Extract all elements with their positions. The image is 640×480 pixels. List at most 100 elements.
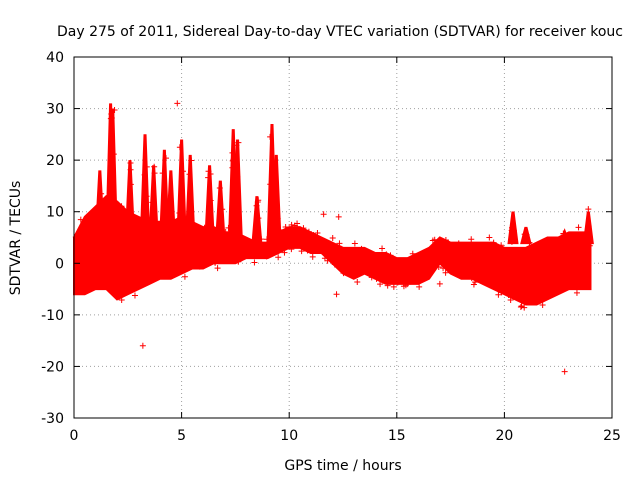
y-tick-label: 40 bbox=[46, 50, 64, 66]
band-point bbox=[472, 260, 479, 267]
spike-point bbox=[509, 224, 516, 231]
spike-point bbox=[95, 215, 102, 222]
band-point bbox=[196, 247, 203, 254]
spike-point bbox=[234, 173, 241, 180]
spike bbox=[107, 108, 119, 245]
outlier-point bbox=[436, 280, 443, 287]
band-point bbox=[195, 259, 202, 266]
band-point bbox=[340, 270, 347, 277]
y-tick-label: -10 bbox=[41, 308, 64, 324]
band-point bbox=[553, 281, 560, 288]
band-point bbox=[368, 274, 375, 281]
spike-point bbox=[178, 218, 185, 225]
band-point bbox=[404, 281, 411, 288]
band-point bbox=[543, 279, 550, 286]
spike-point bbox=[151, 163, 158, 170]
band-point bbox=[112, 266, 119, 273]
band-point bbox=[574, 271, 581, 278]
band-point bbox=[546, 242, 553, 249]
band-point bbox=[172, 249, 179, 256]
band-point bbox=[269, 247, 276, 254]
band-point bbox=[387, 277, 394, 284]
spike-point bbox=[229, 164, 236, 171]
spike-point bbox=[159, 170, 166, 177]
band-point bbox=[449, 253, 456, 260]
spike-point bbox=[143, 193, 150, 200]
y-tick-label: 0 bbox=[55, 256, 64, 272]
band-point bbox=[247, 247, 254, 254]
band-point bbox=[78, 228, 85, 235]
band-point bbox=[470, 242, 477, 249]
band-point bbox=[288, 246, 295, 253]
spike bbox=[176, 139, 188, 245]
band-point bbox=[82, 254, 89, 261]
band-point bbox=[251, 259, 258, 266]
band-point bbox=[568, 267, 575, 274]
band-point bbox=[506, 254, 513, 261]
x-tick-label: 25 bbox=[603, 428, 621, 444]
band-point bbox=[517, 303, 524, 310]
band-point bbox=[294, 241, 301, 248]
band-point bbox=[426, 270, 433, 277]
band-point bbox=[505, 291, 512, 298]
band-point bbox=[305, 228, 312, 235]
band-point bbox=[527, 246, 534, 253]
spike-point bbox=[126, 210, 133, 217]
band-point bbox=[495, 291, 502, 298]
spike-point bbox=[205, 174, 212, 181]
y-tick-label: -30 bbox=[41, 411, 64, 427]
band-point bbox=[133, 251, 140, 258]
band-point bbox=[417, 252, 424, 259]
band-point bbox=[372, 257, 379, 264]
spike-point bbox=[521, 231, 528, 238]
spike-point bbox=[96, 238, 103, 245]
band-point bbox=[118, 258, 125, 265]
spike-point bbox=[216, 184, 223, 191]
band-point bbox=[546, 260, 553, 267]
band-point bbox=[567, 280, 574, 287]
band-point bbox=[158, 264, 165, 271]
band-point bbox=[196, 263, 203, 270]
outlier-point bbox=[561, 368, 568, 375]
band-point bbox=[411, 269, 418, 276]
band-point bbox=[333, 254, 340, 261]
band-point bbox=[140, 249, 147, 256]
band-point bbox=[523, 254, 530, 261]
spike bbox=[139, 134, 151, 245]
data-marks bbox=[72, 100, 594, 375]
band-point bbox=[371, 263, 378, 270]
band-point bbox=[212, 259, 219, 266]
spike-point bbox=[141, 171, 148, 178]
spike-point bbox=[110, 151, 117, 158]
band-point bbox=[579, 273, 586, 280]
spike-point bbox=[508, 238, 515, 245]
spike-point bbox=[267, 181, 274, 188]
band-point bbox=[291, 222, 298, 229]
band-point bbox=[111, 274, 118, 281]
spike-point bbox=[143, 163, 150, 170]
band-point bbox=[110, 286, 117, 293]
spike-point bbox=[168, 219, 175, 226]
spike-point bbox=[150, 203, 157, 210]
band-point bbox=[442, 236, 449, 243]
band-point bbox=[575, 224, 582, 231]
band-point bbox=[120, 289, 127, 296]
band-point bbox=[305, 246, 312, 253]
band-point bbox=[142, 265, 149, 272]
band-point bbox=[94, 261, 101, 268]
spike-point bbox=[522, 230, 529, 237]
band-point bbox=[312, 241, 319, 248]
band-point bbox=[527, 276, 534, 283]
band-point bbox=[137, 248, 144, 255]
band-point bbox=[305, 232, 312, 239]
outlier-point bbox=[585, 206, 592, 213]
x-tick-label: 0 bbox=[70, 428, 79, 444]
y-tick-label: 30 bbox=[46, 102, 64, 118]
band-point bbox=[383, 251, 390, 258]
outlier-point bbox=[139, 342, 146, 349]
band-point bbox=[208, 251, 215, 258]
band-point bbox=[450, 257, 457, 264]
band-point bbox=[511, 291, 518, 298]
spike-point bbox=[560, 230, 567, 237]
